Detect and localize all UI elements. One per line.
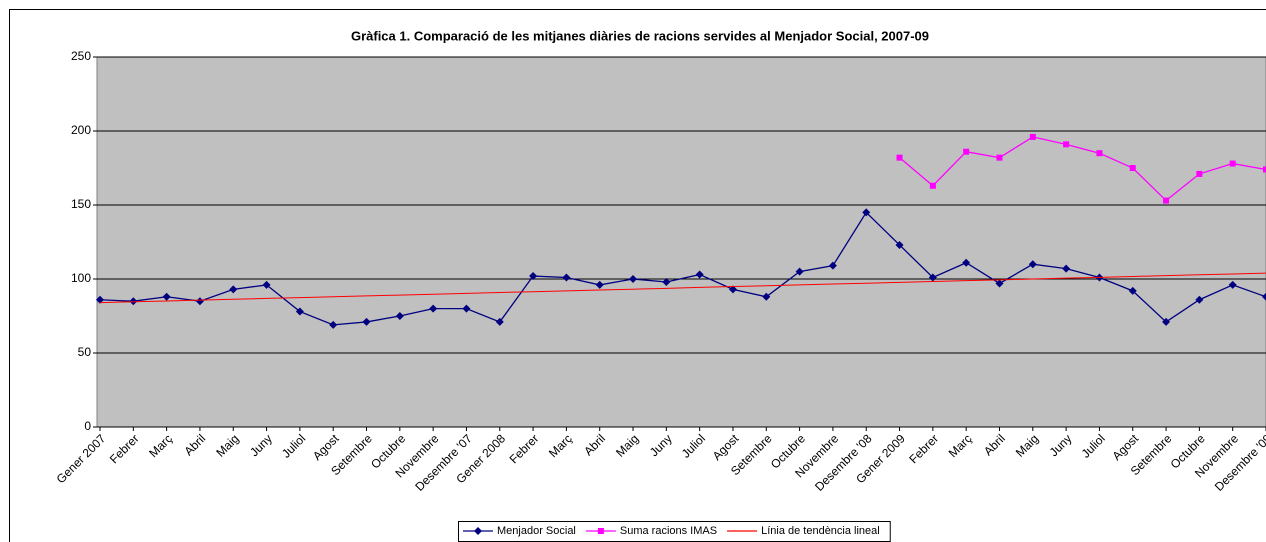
point: [462, 304, 471, 313]
point: [1028, 260, 1037, 269]
series: [99, 272, 1266, 304]
point: [1096, 150, 1103, 157]
point: [962, 258, 971, 267]
point: [1128, 286, 1137, 295]
chart-title: Gràfica 1. Comparació de les mitjanes di…: [351, 28, 929, 43]
y-tick-label: 100: [71, 271, 91, 285]
point: [895, 240, 904, 249]
point: [828, 261, 837, 270]
point: [474, 527, 482, 535]
point: [262, 280, 271, 289]
point: [662, 277, 671, 286]
point: [562, 273, 571, 282]
y-tick-label: 200: [71, 123, 91, 137]
series-line: [99, 272, 1266, 304]
point: [162, 292, 171, 301]
point: [695, 270, 704, 279]
plot-area: [96, 56, 1266, 428]
point: [595, 280, 604, 289]
legend-label: Suma racions IMAS: [620, 525, 717, 537]
point: [1063, 141, 1070, 148]
point: [529, 272, 538, 281]
point: [195, 297, 204, 306]
point: [1029, 133, 1036, 140]
point: [862, 208, 871, 217]
point: [762, 292, 771, 301]
y-tick-label: 50: [78, 345, 92, 359]
point: [795, 267, 804, 276]
legend: Menjador Social Suma racions IMAS Línia de…: [458, 521, 891, 542]
point: [1163, 197, 1170, 204]
point: [429, 304, 438, 313]
point: [1229, 160, 1236, 167]
point: [1195, 295, 1204, 304]
point: [629, 275, 638, 283]
point: [395, 312, 404, 320]
point: [996, 154, 1003, 161]
point: [229, 285, 238, 294]
point: [1062, 264, 1071, 273]
series-line: [899, 136, 1266, 202]
point: [96, 295, 104, 304]
point: [597, 528, 604, 534]
point: [896, 154, 903, 161]
point: [1162, 317, 1171, 326]
point: [728, 285, 737, 294]
series: [896, 133, 1266, 204]
point: [129, 297, 138, 306]
point: [1228, 280, 1237, 289]
point: [929, 182, 936, 189]
point: [329, 320, 338, 329]
legend-label: Menjador Social: [497, 525, 576, 537]
y-tick-label: 250: [71, 49, 91, 63]
y-tick-label: 150: [71, 197, 91, 211]
legend-label: Línia de tendència lineal: [761, 525, 880, 537]
series-line: [99, 211, 1266, 326]
point: [295, 307, 304, 316]
point: [495, 317, 504, 326]
point: [1196, 170, 1203, 177]
point: [995, 279, 1004, 288]
point: [1263, 166, 1266, 173]
point: [362, 317, 371, 326]
point: [1262, 292, 1266, 301]
point: [1129, 165, 1136, 171]
point: [928, 273, 937, 282]
point: [963, 148, 970, 155]
series: [96, 208, 1266, 329]
y-tick-label: 0: [84, 419, 91, 433]
